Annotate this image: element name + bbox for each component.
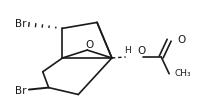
Text: Br: Br <box>15 86 27 96</box>
Text: O: O <box>176 35 184 45</box>
Text: O: O <box>85 40 93 50</box>
Text: Br: Br <box>15 19 27 29</box>
Text: CH₃: CH₃ <box>173 69 190 78</box>
Text: O: O <box>137 46 145 56</box>
Text: H: H <box>124 46 130 55</box>
